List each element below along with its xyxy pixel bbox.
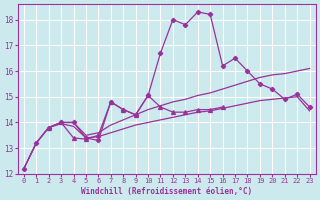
X-axis label: Windchill (Refroidissement éolien,°C): Windchill (Refroidissement éolien,°C) [81,187,252,196]
